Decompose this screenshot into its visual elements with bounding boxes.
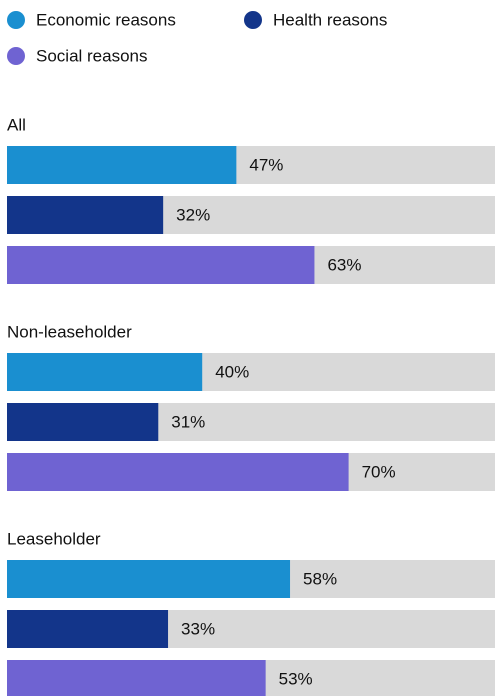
bar: [7, 560, 291, 598]
legend-marker: [7, 11, 25, 29]
value-label: 32%: [176, 205, 210, 224]
value-label: 47%: [249, 155, 283, 174]
value-label: 53%: [279, 669, 313, 688]
bar: [7, 196, 164, 234]
value-label: 33%: [181, 619, 215, 638]
legend-label: Social reasons: [36, 46, 148, 65]
value-label: 31%: [171, 412, 205, 431]
category-label: Non-leaseholder: [7, 322, 132, 341]
value-label: 70%: [362, 462, 396, 481]
bar: [7, 246, 315, 284]
value-label: 63%: [327, 255, 361, 274]
category-label: All: [7, 115, 26, 134]
legend-marker: [7, 47, 25, 65]
category-label: Leaseholder: [7, 529, 101, 548]
bar: [7, 403, 159, 441]
bar: [7, 660, 266, 696]
bar: [7, 610, 169, 648]
bar: [7, 146, 237, 184]
value-label: 40%: [215, 362, 249, 381]
legend-label: Health reasons: [273, 10, 387, 29]
legend-label: Economic reasons: [36, 10, 176, 29]
legend-marker: [244, 11, 262, 29]
value-label: 58%: [303, 569, 337, 588]
bar: [7, 453, 349, 491]
bar: [7, 353, 203, 391]
